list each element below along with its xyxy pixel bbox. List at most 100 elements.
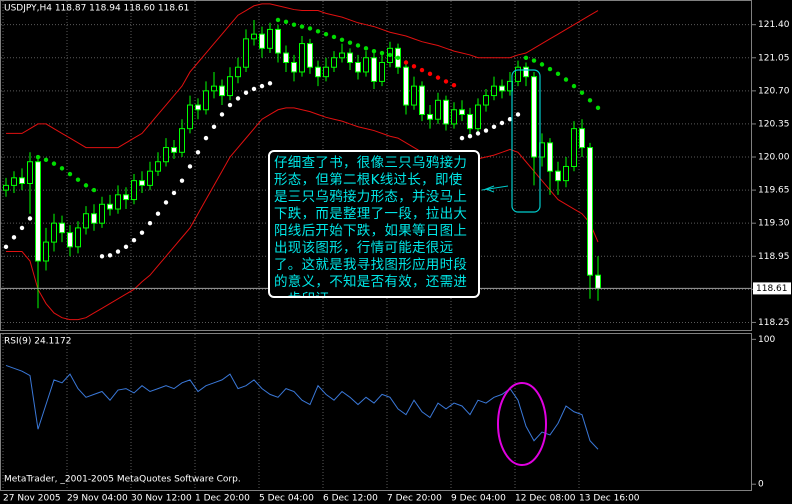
- x-tick-label: 27 Nov 2005: [3, 494, 61, 504]
- candle-body: [435, 99, 441, 120]
- y-tick-label: 119.30: [758, 219, 790, 229]
- sar-dot: [11, 235, 17, 240]
- candle-body: [243, 38, 249, 68]
- candle-body: [291, 61, 297, 73]
- candle-body: [563, 165, 569, 182]
- candle-body: [587, 147, 593, 276]
- candle-body: [203, 90, 209, 111]
- candle-body: [147, 170, 153, 186]
- sar-dot: [283, 19, 289, 25]
- sar-dot: [443, 79, 449, 84]
- sar-dot: [571, 83, 577, 89]
- candle-body: [531, 76, 537, 158]
- candle-body: [83, 213, 89, 229]
- sar-dot: [499, 120, 505, 126]
- y-tick-label: 118.95: [758, 252, 790, 262]
- sar-dot: [435, 75, 441, 80]
- candle-body: [99, 203, 105, 224]
- sar-dot: [531, 58, 537, 63]
- candle-body: [419, 85, 425, 115]
- candle-body: [331, 57, 337, 68]
- candle-body: [211, 85, 217, 92]
- sar-dot: [515, 112, 521, 117]
- sar-dot: [27, 216, 33, 221]
- sar-dot: [107, 253, 113, 258]
- sar-dot: [147, 220, 153, 226]
- candle-body: [259, 33, 265, 49]
- candle-body: [11, 177, 17, 186]
- price-title: USDJPY,H4 118.87 118.94 118.60 118.61: [4, 4, 189, 14]
- sar-dot: [3, 244, 9, 250]
- candle-body: [67, 232, 73, 248]
- sar-dot: [43, 157, 49, 163]
- candle-body: [123, 194, 129, 201]
- candle-body: [115, 194, 121, 210]
- y-tick-label: 119.65: [758, 186, 790, 196]
- highlight-box: [511, 69, 541, 213]
- sar-dot: [155, 211, 161, 216]
- rsi-line: [5, 364, 599, 450]
- y-tick-label: 120.00: [758, 153, 790, 163]
- x-tick-label: 9 Dec 04:00: [451, 494, 506, 504]
- sar-dot: [299, 24, 305, 29]
- sar-dot: [491, 124, 497, 129]
- rsi-highlight: [497, 382, 547, 466]
- y-tick-label: 100: [758, 335, 775, 345]
- candle-body: [227, 76, 233, 97]
- last-price-box: [753, 282, 791, 295]
- candle-body: [427, 113, 433, 120]
- x-tick-label: 7 Dec 20:00: [387, 494, 442, 504]
- candle-body: [235, 66, 241, 78]
- y-tick-label: 120.35: [758, 119, 790, 129]
- rsi-panel: [0, 333, 752, 491]
- sar-dot: [259, 83, 265, 89]
- x-tick-label: 12 Dec 08:00: [515, 494, 576, 504]
- candle-body: [131, 180, 137, 201]
- sar-dot: [35, 154, 41, 160]
- sar-dot: [563, 77, 569, 82]
- candle-body: [467, 113, 473, 130]
- candle-body: [459, 109, 465, 115]
- sar-dot: [403, 60, 409, 65]
- sar-dot: [467, 134, 473, 139]
- candle-body: [579, 128, 585, 149]
- sar-dot: [475, 131, 481, 136]
- plot: [1, 3, 751, 450]
- sar-dot: [411, 64, 417, 69]
- sar-dot: [587, 98, 593, 103]
- sar-dot: [595, 105, 601, 111]
- sar-dot: [67, 171, 73, 177]
- candle-body: [35, 161, 41, 262]
- candle-body: [107, 203, 113, 210]
- sar-dot: [59, 166, 65, 171]
- candle-body: [299, 43, 305, 73]
- sar-dot: [187, 164, 193, 169]
- sar-dot: [315, 29, 321, 34]
- sar-dot: [251, 86, 257, 92]
- candle-body: [491, 85, 497, 97]
- x-tick-label: 29 Nov 04:00: [67, 494, 128, 504]
- sar-dot: [363, 46, 369, 51]
- candle-body: [283, 52, 289, 63]
- y-tick-label: 118.25: [758, 318, 790, 328]
- candle-body: [59, 222, 65, 234]
- sar-dot: [427, 71, 433, 77]
- sar-dot: [163, 200, 169, 205]
- sar-dot: [195, 150, 201, 155]
- sar-dot: [331, 34, 337, 40]
- sar-dot: [235, 96, 241, 101]
- candle-body: [27, 161, 33, 184]
- candle-body: [403, 66, 409, 106]
- sar-dot: [139, 230, 145, 235]
- rsi-title: RSI(9) 24.1172: [4, 337, 71, 347]
- candle-body: [475, 104, 481, 130]
- y-tick-label: 121.05: [758, 53, 790, 63]
- candle-body: [451, 109, 457, 125]
- sar-dot: [339, 37, 345, 43]
- candle-body: [267, 28, 273, 49]
- candle-body: [339, 52, 345, 59]
- sar-dot: [395, 55, 401, 60]
- candle-body: [595, 274, 601, 289]
- sar-dot: [355, 43, 361, 48]
- sar-dot: [371, 48, 377, 54]
